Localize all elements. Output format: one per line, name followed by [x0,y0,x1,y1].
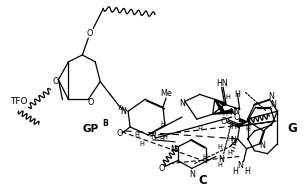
Text: N: N [170,145,176,154]
Text: N: N [238,161,243,170]
Text: N: N [179,99,185,108]
Text: HN: HN [216,79,228,88]
Text: H: H [217,163,222,168]
Text: H: H [160,121,165,127]
Text: O: O [159,164,165,173]
Text: O: O [87,98,93,107]
Text: H: H [222,111,227,117]
Text: N: N [120,107,126,116]
Text: H: H [225,94,230,100]
Text: O: O [233,113,240,122]
Text: N: N [189,170,195,179]
Text: H: H [217,144,222,150]
Text: H: H [160,136,164,142]
Text: N: N [260,141,265,150]
Text: N: N [218,155,224,164]
Text: GP: GP [82,124,98,134]
Text: H: H [245,167,250,176]
Text: H: H [227,150,232,156]
Text: H: H [197,126,202,132]
Text: H: H [135,132,139,138]
Text: O: O [52,77,59,86]
Text: TFO: TFO [10,97,27,106]
Text: H: H [235,90,241,99]
Text: H: H [227,136,232,142]
Text: H: H [231,122,237,131]
Text: G: G [288,122,297,136]
Text: B: B [102,119,108,128]
Text: N: N [150,132,156,141]
Polygon shape [215,99,224,112]
Polygon shape [239,119,246,122]
Text: O: O [117,129,123,138]
Text: N: N [234,107,239,116]
Text: N: N [230,108,235,117]
Text: O: O [86,29,92,38]
Polygon shape [213,109,233,114]
Text: N: N [271,100,276,109]
Polygon shape [215,99,225,106]
Text: Me: Me [160,89,172,98]
Text: H: H [163,134,167,140]
Text: N: N [231,136,237,145]
Text: H: H [245,126,250,132]
Polygon shape [237,121,248,127]
Text: H: H [233,167,239,176]
Text: H: H [202,154,207,160]
Text: C: C [198,174,207,187]
Text: H: H [140,141,145,147]
Text: N: N [268,92,274,101]
Text: O: O [221,117,227,125]
